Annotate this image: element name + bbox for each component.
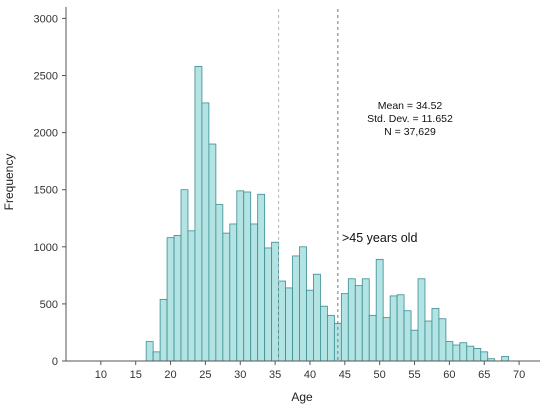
histogram-bar-age-53 <box>396 294 405 362</box>
x-axis-ticks: 10 15 20 25 30 35 40 45 50 55 60 65 70 <box>95 361 525 381</box>
histogram-bar-age-17 <box>145 341 154 362</box>
y-tick-label-3000: 3000 <box>34 13 58 25</box>
y-axis-ticks: 0 500 1000 1500 2000 2500 3000 <box>34 13 66 368</box>
histogram-bar-age-39 <box>299 246 307 362</box>
x-tick-label-55: 55 <box>408 369 420 381</box>
histogram-bar-age-52 <box>389 295 398 362</box>
histogram-bar-age-50 <box>375 258 384 362</box>
histogram-bar-age-18 <box>152 351 161 362</box>
y-tick-label-0: 0 <box>52 356 58 368</box>
histogram-bar-age-29 <box>229 223 238 362</box>
y-tick-label-1500: 1500 <box>34 185 58 197</box>
histogram-bar-age-46 <box>347 278 356 362</box>
x-tick-label-35: 35 <box>269 369 281 381</box>
x-tick-label-30: 30 <box>234 369 246 381</box>
stats-n: N = 37,629 <box>384 126 436 138</box>
histogram-bar-age-64 <box>473 348 482 362</box>
y-tick-label-1000: 1000 <box>34 242 58 254</box>
histogram-bar-age-68 <box>501 356 510 362</box>
x-tick-label-25: 25 <box>199 369 211 381</box>
histogram-bar-age-58 <box>431 308 440 362</box>
x-tick-label-60: 60 <box>443 369 455 381</box>
histogram-bar-age-55 <box>410 329 419 362</box>
histogram-bar-age-20 <box>166 237 175 362</box>
x-tick-label-50: 50 <box>374 369 386 381</box>
histogram-bar-age-23 <box>187 230 196 362</box>
histogram-bar-age-65 <box>480 351 489 362</box>
histogram-bar-age-26 <box>208 143 217 362</box>
histogram-bar-age-63 <box>466 345 475 362</box>
age-group-annotation: >45 years old <box>342 231 417 245</box>
histogram-bar-age-56 <box>417 278 426 362</box>
x-tick-label-40: 40 <box>304 369 316 381</box>
x-tick-label-70: 70 <box>513 369 525 381</box>
histogram-bar-age-45 <box>340 293 349 362</box>
x-tick-label-20: 20 <box>164 369 176 381</box>
y-tick-label-2000: 2000 <box>34 128 58 140</box>
x-tick-label-45: 45 <box>339 369 351 381</box>
histogram-bar-age-61 <box>452 344 461 362</box>
reference-lines <box>278 9 339 361</box>
stats-mean: Mean = 34.52 <box>378 100 443 112</box>
histogram-bar-age-40 <box>306 289 314 362</box>
y-axis-title: Frequency <box>2 154 16 211</box>
histogram-bar-age-38 <box>292 255 300 362</box>
y-tick-label-500: 500 <box>40 299 58 311</box>
x-tick-label-65: 65 <box>478 369 490 381</box>
histogram-bar-age-47 <box>354 285 363 362</box>
histogram-bar-age-37 <box>285 287 293 362</box>
histogram-bar-age-59 <box>438 318 447 362</box>
stats-annotation: Mean = 34.52 Std. Dev. = 11.652 N = 37,6… <box>367 100 453 138</box>
histogram-bar-age-27 <box>215 204 224 362</box>
histogram-bar-age-33 <box>257 193 266 362</box>
stats-std-dev: Std. Dev. = 11.652 <box>367 113 453 125</box>
histogram-bar-age-36 <box>278 280 286 362</box>
y-tick-label-2500: 2500 <box>34 71 58 83</box>
histogram-bar-age-43 <box>326 314 335 362</box>
histogram-bar-age-51 <box>382 317 391 362</box>
histogram-bar-age-57 <box>424 320 433 362</box>
histogram-bar-age-48 <box>361 278 370 362</box>
histogram-bar-age-60 <box>445 341 454 362</box>
histogram-bar-age-30 <box>236 190 245 362</box>
histogram-bar-age-25 <box>201 102 210 362</box>
x-axis-title: Age <box>291 390 313 404</box>
histogram-bar-age-34 <box>264 247 273 362</box>
x-tick-label-15: 15 <box>130 369 142 381</box>
histogram-bar-age-32 <box>250 223 259 362</box>
histogram-bar-age-21 <box>173 234 182 362</box>
histogram-bar-age-35 <box>271 241 280 362</box>
histogram-bar-age-31 <box>243 191 252 362</box>
histogram-bar-age-49 <box>368 314 377 362</box>
histogram-bar-age-19 <box>159 298 168 362</box>
histogram-bar-age-54 <box>403 310 412 362</box>
histogram-bar-age-62 <box>459 342 468 362</box>
histogram-bar-age-28 <box>222 232 231 362</box>
histogram-bar-age-42 <box>320 305 328 362</box>
histogram-bar-age-41 <box>313 273 321 362</box>
histogram-bar-age-22 <box>180 189 189 362</box>
x-tick-label-10: 10 <box>95 369 107 381</box>
histogram-bar-age-24 <box>194 65 203 362</box>
